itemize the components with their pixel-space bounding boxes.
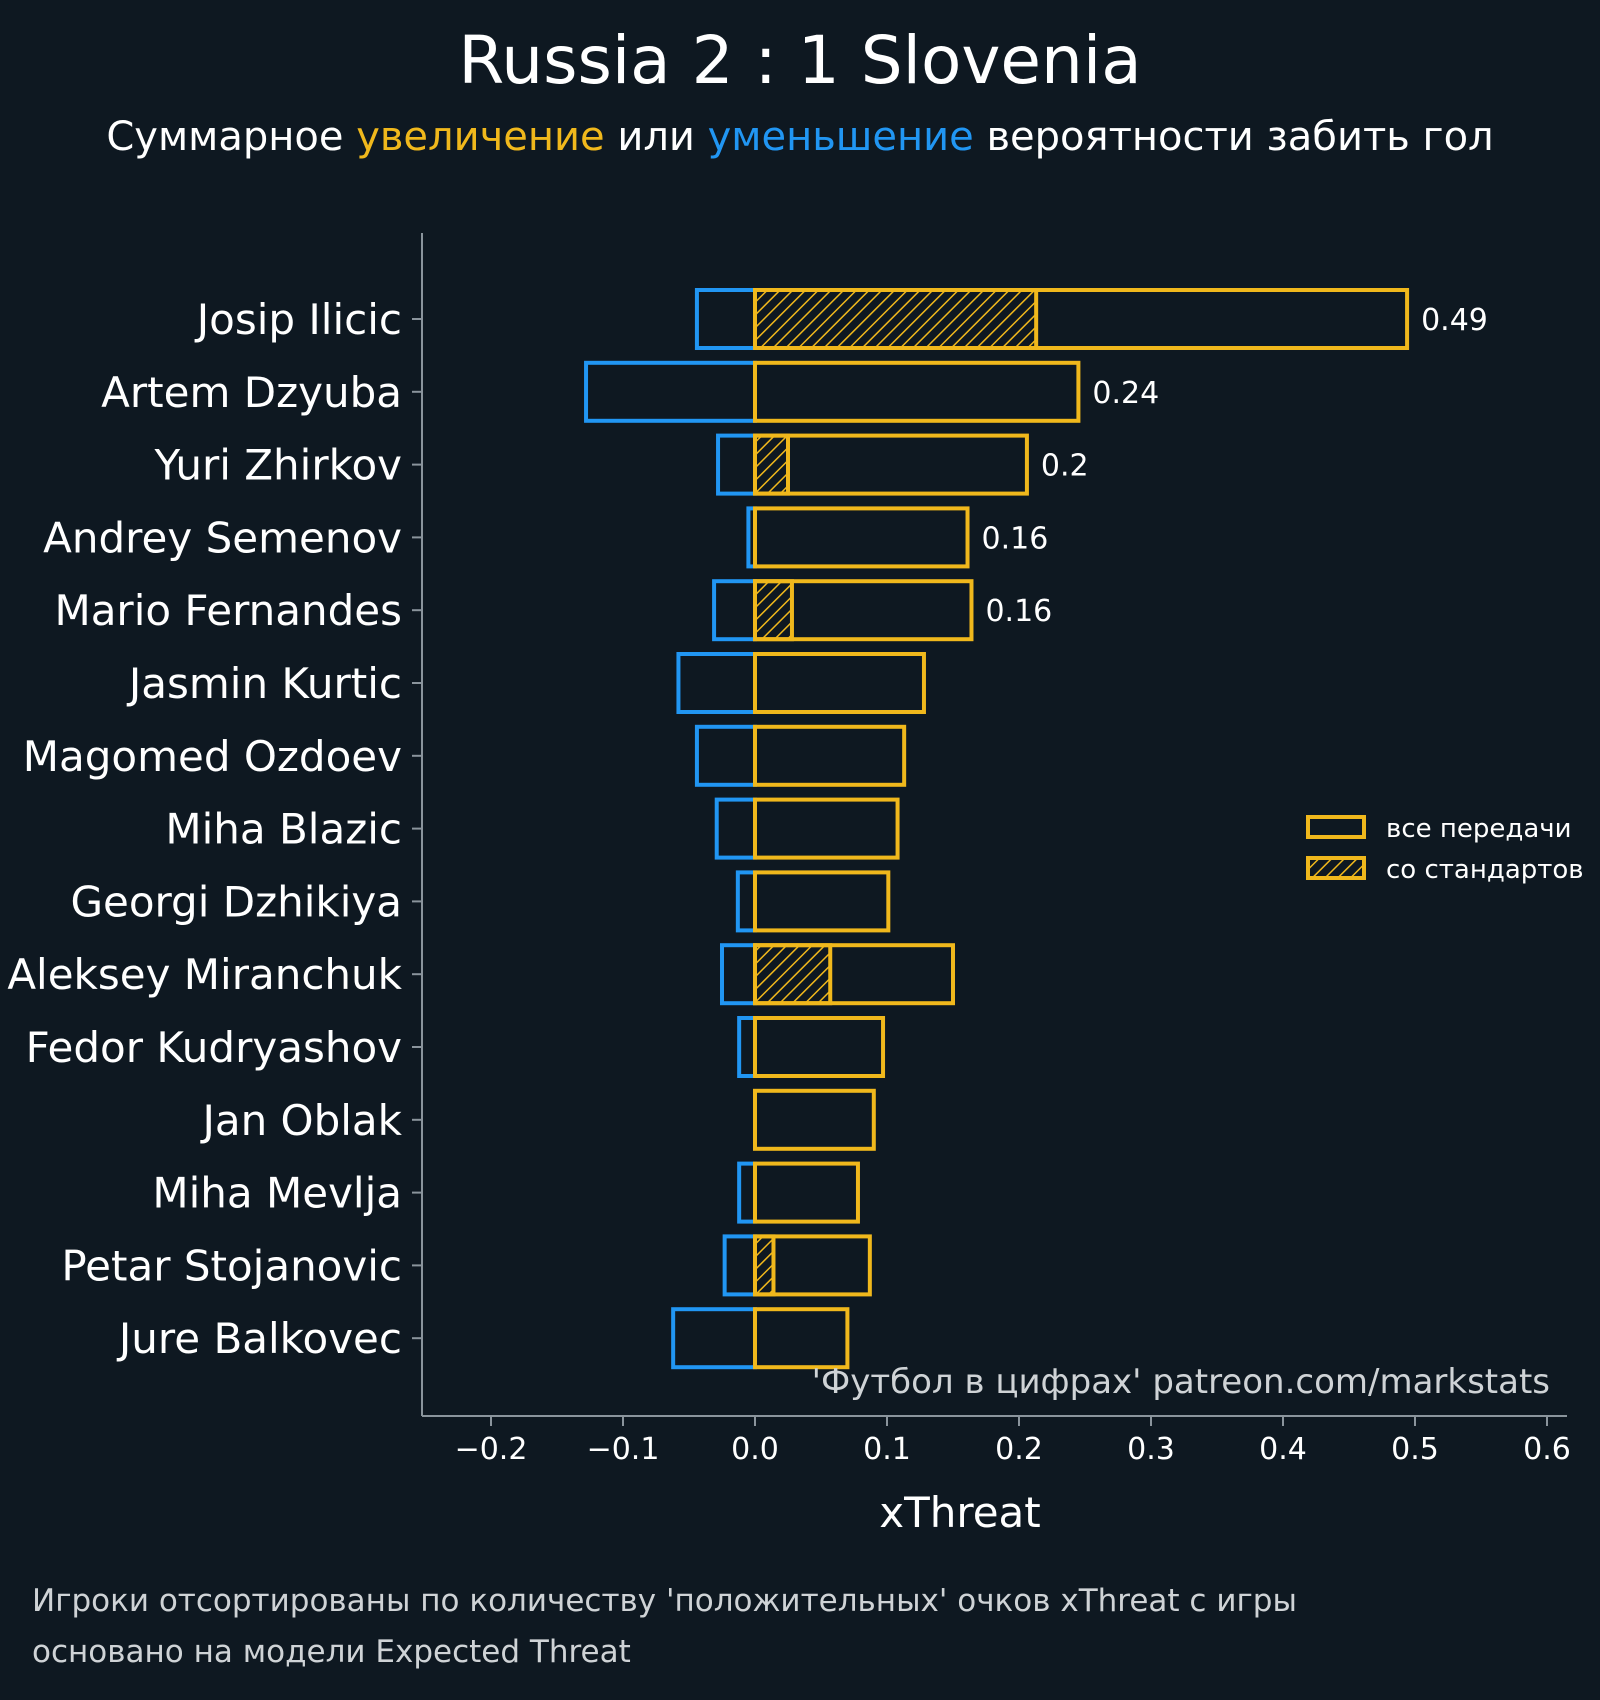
bar-set-piece bbox=[753, 288, 1039, 350]
data-label: 0.16 bbox=[985, 594, 1052, 629]
chart-subtitle: Суммарное увеличение или уменьшение веро… bbox=[0, 114, 1600, 160]
x-axis-label: xThreat bbox=[879, 1488, 1041, 1537]
bar-negative bbox=[712, 579, 758, 642]
y-tick-label: Fedor Kudryashov bbox=[26, 1023, 402, 1072]
bar-all-passes bbox=[753, 1234, 872, 1297]
x-tick-label: 0.2 bbox=[995, 1432, 1043, 1467]
x-tick-label: 0.3 bbox=[1127, 1432, 1175, 1467]
bar-set-piece bbox=[753, 943, 833, 1006]
subtitle-part-post: вероятности забить гол bbox=[973, 114, 1494, 160]
y-tick-label: Andrey Semenov bbox=[43, 513, 402, 562]
x-tick-label: 0.5 bbox=[1391, 1432, 1439, 1467]
bar-set-piece bbox=[753, 579, 794, 642]
legend-label: все передачи bbox=[1386, 814, 1572, 844]
bar-negative bbox=[722, 1234, 758, 1297]
bar-all-passes bbox=[753, 1307, 850, 1370]
y-tick-label: Artem Dzyuba bbox=[101, 368, 402, 417]
bar-all-passes bbox=[753, 870, 891, 933]
bar-all-passes bbox=[753, 1088, 876, 1151]
bar-all-passes bbox=[753, 579, 974, 642]
bar-negative bbox=[737, 1161, 757, 1224]
data-label: 0.2 bbox=[1041, 449, 1089, 484]
x-tick-label: 0.4 bbox=[1259, 1432, 1307, 1467]
bar-all-passes bbox=[753, 506, 970, 569]
subtitle-part-pre: Суммарное bbox=[106, 114, 357, 160]
bar-negative bbox=[714, 797, 757, 860]
bar-set-piece bbox=[753, 1234, 776, 1297]
y-tick-label: Magomed Ozdoev bbox=[23, 732, 402, 781]
y-tick-label: Miha Mevlja bbox=[152, 1169, 402, 1218]
x-tick-label: −0.1 bbox=[587, 1432, 660, 1467]
bar-all-passes bbox=[753, 288, 1410, 350]
subtitle-increase: увеличение bbox=[356, 114, 605, 160]
bar-all-passes bbox=[753, 1016, 886, 1078]
bar-negative bbox=[584, 360, 757, 423]
y-tick-label: Yuri Zhirkov bbox=[154, 441, 402, 490]
bar-negative bbox=[671, 1307, 757, 1370]
bar-negative bbox=[720, 943, 757, 1006]
bar-negative bbox=[694, 724, 757, 787]
bar-all-passes bbox=[753, 943, 955, 1006]
subtitle-decrease: уменьшение bbox=[707, 114, 974, 160]
bar-negative bbox=[676, 652, 757, 714]
x-tick-label: 0.0 bbox=[731, 1432, 779, 1467]
footer-note-model: основано на модели Expected Threat bbox=[32, 1634, 631, 1670]
bar-negative bbox=[716, 433, 757, 496]
x-tick-label: 0.6 bbox=[1523, 1432, 1571, 1467]
bar-all-passes bbox=[753, 797, 900, 860]
bar-negative bbox=[737, 1016, 757, 1078]
legend-label: со стандартов bbox=[1386, 855, 1584, 885]
bar-all-passes bbox=[753, 652, 926, 714]
y-tick-label: Aleksey Miranchuk bbox=[7, 950, 402, 999]
watermark-text: 'Футбол в цифрах' patreon.com/markstats bbox=[812, 1362, 1550, 1402]
subtitle-part-mid: или bbox=[604, 114, 708, 160]
y-tick-label: Petar Stojanovic bbox=[61, 1241, 402, 1290]
bar-negative bbox=[694, 288, 757, 350]
data-label: 0.49 bbox=[1421, 303, 1488, 338]
y-tick-label: Jan Oblak bbox=[199, 1096, 402, 1145]
legend-swatch-all-passes bbox=[1306, 815, 1366, 839]
y-tick-label: Jure Balkovec bbox=[116, 1314, 402, 1363]
data-label: 0.16 bbox=[982, 521, 1049, 556]
bar-all-passes bbox=[753, 433, 1029, 496]
x-tick-label: −0.2 bbox=[455, 1432, 528, 1467]
data-label: 0.24 bbox=[1092, 376, 1159, 411]
footer-note-sorting: Игроки отсортированы по количеству 'поло… bbox=[32, 1583, 1297, 1619]
y-tick-label: Mario Fernandes bbox=[54, 586, 402, 635]
y-tick-label: Miha Blazic bbox=[165, 805, 402, 854]
y-tick-label: Georgi Dzhikiya bbox=[70, 877, 402, 926]
legend-swatch-set-piece bbox=[1306, 856, 1366, 880]
chart-title: Russia 2 : 1 Slovenia bbox=[458, 22, 1142, 99]
bar-all-passes bbox=[753, 360, 1081, 423]
bar-all-passes bbox=[753, 1161, 860, 1224]
bar-all-passes bbox=[753, 724, 907, 787]
x-tick-label: 0.1 bbox=[863, 1432, 911, 1467]
bar-set-piece bbox=[753, 433, 790, 496]
y-tick-label: Josip Ilicic bbox=[194, 295, 402, 344]
bar-negative bbox=[735, 870, 758, 933]
y-tick-label: Jasmin Kurtic bbox=[126, 659, 402, 708]
